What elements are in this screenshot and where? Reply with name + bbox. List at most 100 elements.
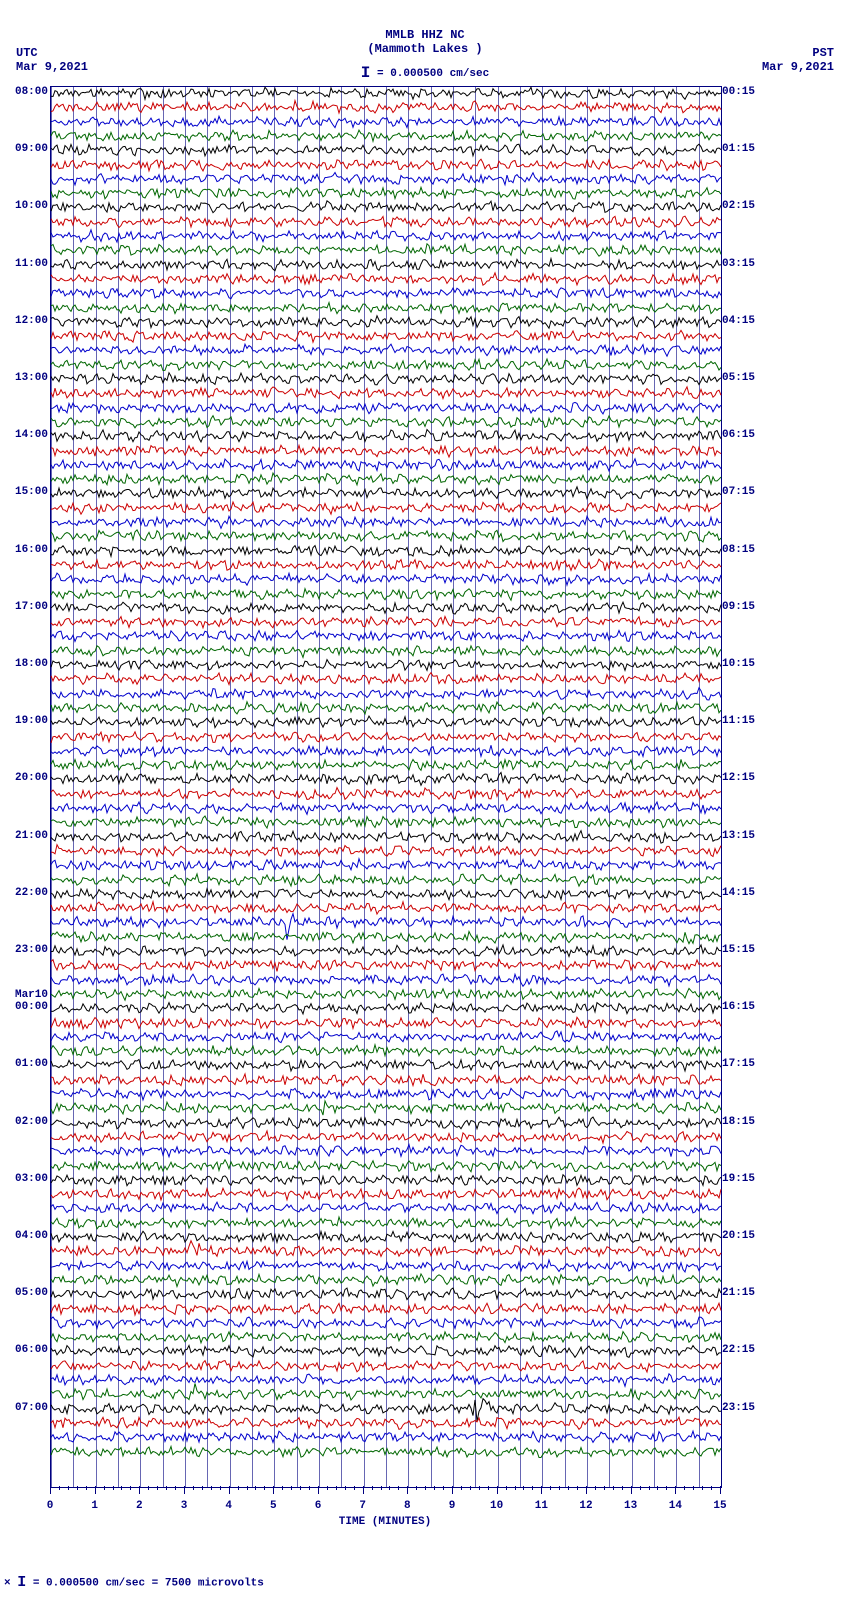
x-tick-minor [255, 1486, 256, 1490]
pst-hour-label: 07:15 [722, 486, 772, 498]
grid-line [721, 87, 722, 1487]
x-tick-minor [345, 1486, 346, 1490]
x-tick-minor [220, 1486, 221, 1490]
x-tick [675, 1486, 676, 1494]
x-tick-minor [443, 1486, 444, 1490]
x-axis-title: TIME (MINUTES) [50, 1516, 720, 1528]
x-tick-minor [657, 1486, 658, 1490]
utc-hour-label: 21:00 [2, 830, 48, 842]
utc-hour-label: 22:00 [2, 887, 48, 899]
pst-hour-label: 00:15 [722, 86, 772, 98]
utc-hour-label: 12:00 [2, 315, 48, 327]
x-tick [50, 1486, 51, 1494]
seismic-trace [51, 1436, 721, 1468]
x-tick-minor [604, 1486, 605, 1490]
x-tick-minor [113, 1486, 114, 1490]
x-tick-minor [247, 1486, 248, 1490]
pst-hour-label: 14:15 [722, 887, 772, 899]
x-tick-minor [121, 1486, 122, 1490]
x-tick-label: 7 [359, 1500, 366, 1512]
utc-hour-label: 02:00 [2, 1116, 48, 1128]
utc-hour-label: 07:00 [2, 1402, 48, 1414]
pst-hour-label: 19:15 [722, 1173, 772, 1185]
x-tick [229, 1486, 230, 1494]
x-tick-label: 3 [181, 1500, 188, 1512]
utc-hour-label: 14:00 [2, 429, 48, 441]
x-tick [720, 1486, 721, 1494]
x-tick-minor [166, 1486, 167, 1490]
x-tick [541, 1486, 542, 1494]
x-tick-minor [470, 1486, 471, 1490]
midnight-date-label: Mar10 [2, 989, 48, 1001]
x-tick-minor [193, 1486, 194, 1490]
pst-hour-label: 15:15 [722, 944, 772, 956]
pst-hour-label: 06:15 [722, 429, 772, 441]
x-tick-minor [59, 1486, 60, 1490]
x-tick-minor [211, 1486, 212, 1490]
tz-left-label: UTC [16, 46, 38, 60]
x-tick-minor [613, 1486, 614, 1490]
x-tick-minor [559, 1486, 560, 1490]
x-tick-label: 5 [270, 1500, 277, 1512]
pst-hour-label: 18:15 [722, 1116, 772, 1128]
x-tick-label: 11 [535, 1500, 548, 1512]
x-tick-minor [506, 1486, 507, 1490]
utc-hour-label: 11:00 [2, 258, 48, 270]
pst-hour-label: 02:15 [722, 200, 772, 212]
x-tick-minor [479, 1486, 480, 1490]
x-tick-label: 13 [624, 1500, 637, 1512]
pst-hour-label: 08:15 [722, 544, 772, 556]
x-tick [631, 1486, 632, 1494]
location-title: (Mammoth Lakes ) [0, 42, 850, 56]
pst-hour-label: 13:15 [722, 830, 772, 842]
x-tick-minor [550, 1486, 551, 1490]
x-tick-minor [372, 1486, 373, 1490]
x-tick [497, 1486, 498, 1494]
x-tick-label: 15 [713, 1500, 726, 1512]
x-tick-minor [577, 1486, 578, 1490]
pst-hour-label: 21:15 [722, 1287, 772, 1299]
utc-hour-label: 15:00 [2, 486, 48, 498]
utc-hour-label: 18:00 [2, 658, 48, 670]
pst-hour-label: 17:15 [722, 1058, 772, 1070]
x-tick-minor [702, 1486, 703, 1490]
x-tick-minor [711, 1486, 712, 1490]
x-tick [586, 1486, 587, 1494]
utc-hour-label: 09:00 [2, 143, 48, 155]
header: MMLB HHZ NC (Mammoth Lakes ) I = 0.00050… [0, 0, 850, 80]
x-tick-minor [354, 1486, 355, 1490]
x-tick-minor [488, 1486, 489, 1490]
x-tick-label: 12 [579, 1500, 592, 1512]
helicorder-plot [50, 86, 722, 1488]
x-tick-minor [532, 1486, 533, 1490]
utc-hour-label: 23:00 [2, 944, 48, 956]
pst-hour-label: 04:15 [722, 315, 772, 327]
pst-hour-label: 12:15 [722, 772, 772, 784]
date-left-label: Mar 9,2021 [16, 60, 88, 74]
x-tick-minor [148, 1486, 149, 1490]
x-tick-minor [568, 1486, 569, 1490]
x-tick-minor [398, 1486, 399, 1490]
x-tick-minor [86, 1486, 87, 1490]
pst-hour-label: 01:15 [722, 143, 772, 155]
utc-hour-label: 03:00 [2, 1173, 48, 1185]
x-tick [318, 1486, 319, 1494]
x-tick-minor [389, 1486, 390, 1490]
pst-hour-label: 22:15 [722, 1344, 772, 1356]
pst-hour-label: 23:15 [722, 1402, 772, 1414]
x-tick-minor [291, 1486, 292, 1490]
pst-hour-label: 16:15 [722, 1001, 772, 1013]
utc-hour-label: 20:00 [2, 772, 48, 784]
x-tick [273, 1486, 274, 1494]
station-title: MMLB HHZ NC [0, 28, 850, 42]
x-tick-minor [327, 1486, 328, 1490]
x-tick [407, 1486, 408, 1494]
footer-bar-icon: I [17, 1574, 26, 1591]
footer-scale: × I = 0.000500 cm/sec = 7500 microvolts [4, 1574, 264, 1591]
pst-hour-label: 20:15 [722, 1230, 772, 1242]
x-tick-minor [282, 1486, 283, 1490]
x-tick-minor [68, 1486, 69, 1490]
x-tick-label: 9 [449, 1500, 456, 1512]
x-tick-minor [649, 1486, 650, 1490]
utc-hour-label: 17:00 [2, 601, 48, 613]
